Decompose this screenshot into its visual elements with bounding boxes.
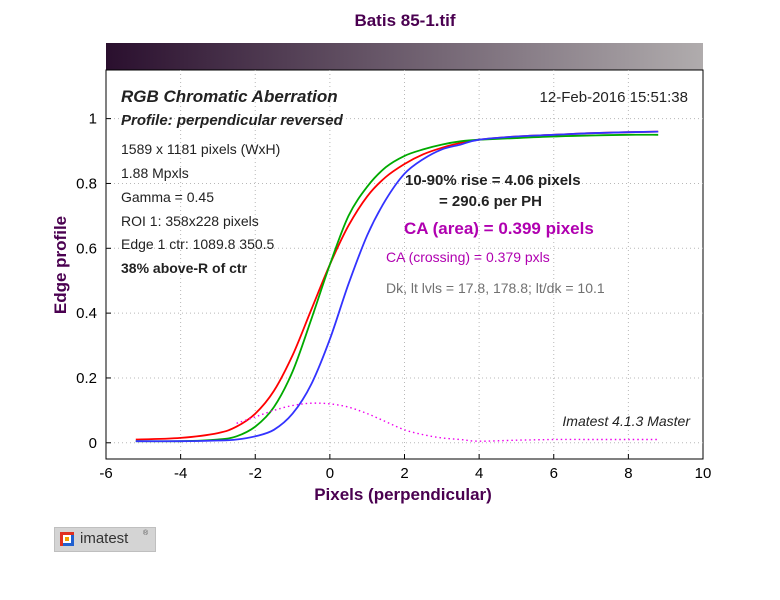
y-tick-label: 0.8 — [76, 175, 97, 192]
x-axis-label: Pixels (perpendicular) — [314, 485, 492, 504]
intensity-bar — [106, 43, 703, 70]
trademark-mark: ® — [143, 530, 149, 537]
y-axis-label: Edge profile — [51, 216, 70, 314]
y-tick-label: 0.4 — [76, 305, 97, 322]
x-tick-label: 0 — [326, 465, 334, 482]
rise-per-ph: = 290.6 per PH — [439, 193, 542, 210]
ca-difference-line — [236, 402, 659, 442]
annotations: RGB Chromatic Aberration Profile: perpen… — [121, 87, 691, 429]
blue-channel-line — [135, 130, 659, 443]
version-label: Imatest 4.1.3 Master — [562, 413, 691, 429]
chart-heading: RGB Chromatic Aberration — [121, 87, 338, 106]
imatest-logo-text: imatest — [80, 530, 129, 547]
x-tick-label: 6 — [550, 465, 558, 482]
chart-title: Batis 85-1.tif — [354, 11, 455, 30]
info-line: 1.88 Mpxls — [121, 165, 189, 181]
y-tick-label: 0.6 — [76, 240, 97, 257]
green-channel-line — [135, 133, 659, 443]
x-tick-label: -4 — [174, 465, 187, 482]
info-line: ROI 1: 358x228 pixels — [121, 213, 259, 229]
x-tick-label: -2 — [249, 465, 262, 482]
x-tick-label: 2 — [400, 465, 408, 482]
info-line: Gamma = 0.45 — [121, 189, 214, 205]
profile-label: Profile: perpendicular reversed — [121, 112, 344, 129]
imatest-logo-icon — [60, 532, 74, 546]
series-group — [135, 130, 659, 443]
imatest-logo: imatest ® — [54, 527, 156, 552]
levels-label: Dk, lt lvls = 17.8, 178.8; lt/dk = 10.1 — [386, 280, 605, 296]
rise-label: 10-90% rise = 4.06 pixels — [405, 172, 581, 189]
x-tick-label: 10 — [695, 465, 712, 482]
ca-area-label: CA (area) = 0.399 pixels — [404, 219, 594, 238]
y-tick-label: 1 — [89, 111, 97, 128]
position-note: 38% above-R of ctr — [121, 260, 248, 276]
y-tick-label: 0.2 — [76, 370, 97, 387]
axis-ticks: -6 -4 -2 0 2 4 6 8 10 0 0.2 0.4 0.6 0.8 1 — [76, 111, 711, 482]
date-label: 12-Feb-2016 15:51:38 — [540, 89, 688, 106]
ca-crossing-label: CA (crossing) = 0.379 pxls — [386, 249, 550, 265]
info-line: 1589 x 1181 pixels (WxH) — [121, 141, 280, 157]
x-tick-label: -6 — [99, 465, 112, 482]
x-tick-label: 4 — [475, 465, 483, 482]
x-tick-label: 8 — [624, 465, 632, 482]
info-line: Edge 1 ctr: 1089.8 350.5 — [121, 236, 275, 252]
y-tick-label: 0 — [89, 435, 97, 452]
